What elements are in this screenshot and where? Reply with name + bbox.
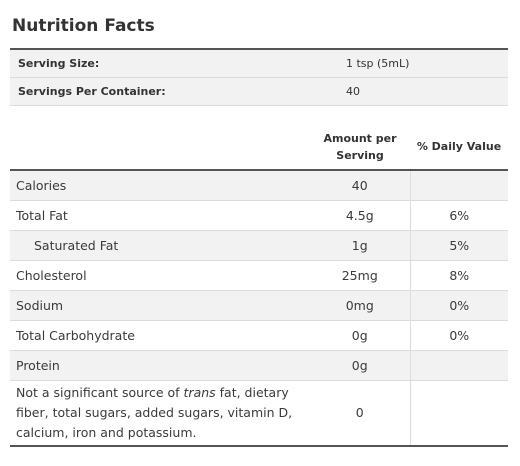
footnote-row: Not a significant source of trans fat, d…: [10, 380, 508, 447]
footnote-amount: 0: [310, 380, 410, 447]
amount-header-line1: Amount per: [323, 131, 397, 145]
nutrient-name: Saturated Fat: [10, 230, 310, 261]
nutrient-daily-value: 5%: [409, 230, 508, 261]
nutrient-name: Protein: [10, 350, 310, 381]
footnote-text-italic: trans: [183, 384, 216, 400]
nutrient-amount: 0mg: [310, 290, 410, 321]
nutrient-amount: 1g: [310, 230, 410, 261]
nutrition-table: Amount per Serving % Daily Value Calorie…: [10, 124, 508, 447]
serving-size-row: Serving Size: 1 tsp (5mL): [10, 49, 508, 78]
footnote-text-end: fat, dietary fiber, total sugars, added …: [16, 384, 293, 440]
nutrient-row-total-fat: Total Fat 4.5g 6%: [10, 200, 508, 231]
nutrient-row-calories: Calories 40: [10, 170, 508, 201]
servings-per-container-row: Servings Per Container: 40: [10, 77, 508, 106]
footnote-text-start: Not a significant source of: [16, 384, 184, 400]
nutrient-row-protein: Protein 0g: [10, 350, 508, 381]
nutrient-name: Total Carbohydrate: [10, 320, 310, 351]
amount-header-line2: Serving: [336, 148, 384, 162]
serving-size-value: 1 tsp (5mL): [338, 49, 508, 78]
nutrient-row-cholesterol: Cholesterol 25mg 8%: [10, 260, 508, 291]
nutrient-name: Calories: [10, 170, 310, 201]
nutrient-amount: 4.5g: [310, 200, 410, 231]
nutrient-daily-value: 0%: [409, 290, 508, 321]
amount-per-serving-header: Amount per Serving: [310, 124, 410, 171]
nutrient-daily-value: 6%: [409, 200, 508, 231]
nutrient-name: Sodium: [10, 290, 310, 321]
nutrient-amount: 0g: [310, 350, 410, 381]
nutrient-daily-value: 0%: [409, 320, 508, 351]
nutrient-row-saturated-fat: Saturated Fat 1g 5%: [10, 230, 508, 261]
serving-info-table: Serving Size: 1 tsp (5mL) Servings Per C…: [10, 48, 508, 106]
nutrition-header-row: Amount per Serving % Daily Value: [10, 124, 508, 171]
nutrient-amount: 40: [310, 170, 410, 201]
nutrient-name: Total Fat: [10, 200, 310, 231]
footnote-text: Not a significant source of trans fat, d…: [10, 380, 310, 447]
nutrient-name: Cholesterol: [10, 260, 310, 291]
servings-per-container-label: Servings Per Container:: [10, 77, 338, 106]
nutrient-daily-value: 8%: [409, 260, 508, 291]
nutrient-amount: 25mg: [310, 260, 410, 291]
nutrient-header: [10, 124, 310, 171]
serving-size-label: Serving Size:: [10, 49, 338, 78]
page-title: Nutrition Facts: [12, 16, 155, 36]
nutrient-row-total-carbohydrate: Total Carbohydrate 0g 0%: [10, 320, 508, 351]
daily-value-header: % Daily Value: [410, 124, 508, 171]
servings-per-container-value: 40: [338, 77, 508, 106]
nutrient-daily-value: [409, 170, 508, 201]
nutrient-amount: 0g: [310, 320, 410, 351]
nutrient-daily-value: [409, 350, 508, 381]
footnote-daily-value: [409, 380, 508, 447]
nutrient-row-sodium: Sodium 0mg 0%: [10, 290, 508, 321]
